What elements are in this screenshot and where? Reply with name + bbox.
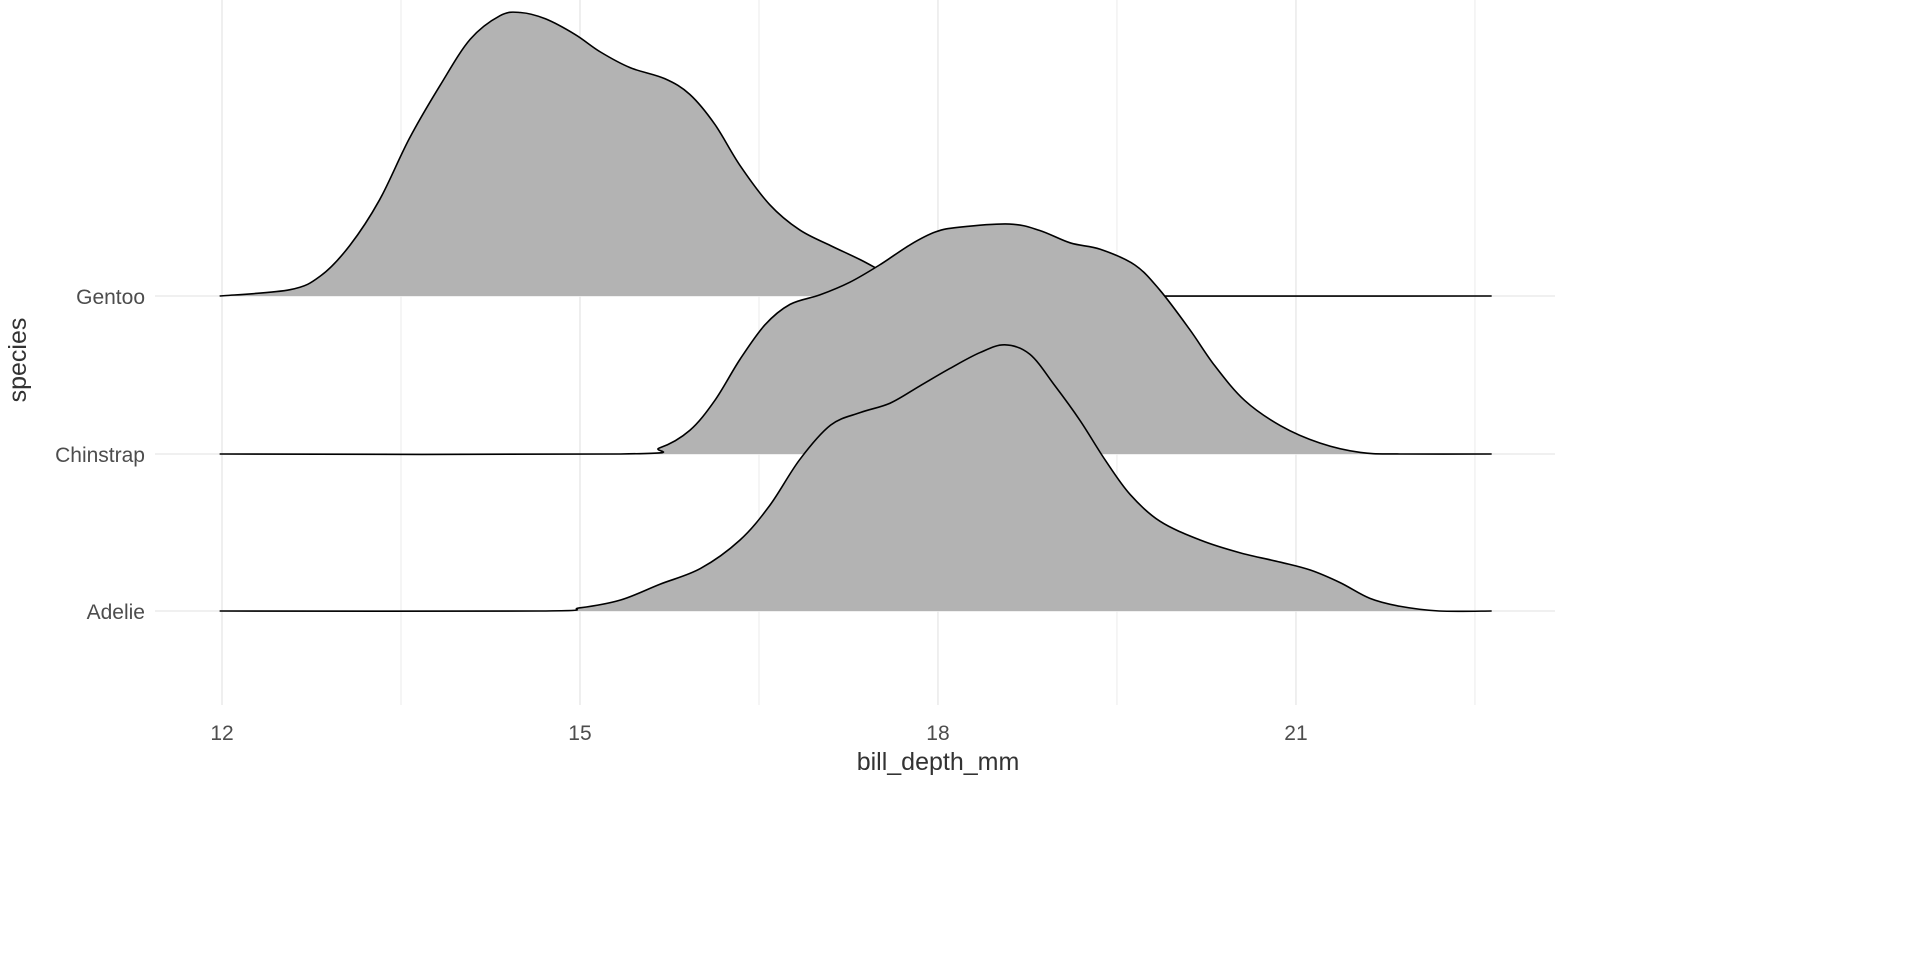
ridge-chinstrap (219, 223, 1492, 456)
x-tick-label: 12 (210, 722, 233, 745)
y-tick-label: Chinstrap (55, 444, 145, 467)
y-tick-label: Adelie (87, 601, 145, 624)
ridge-outline (219, 344, 1492, 613)
ridge-fill (219, 12, 1492, 297)
ridges (219, 11, 1492, 613)
ridge-fill (219, 344, 1492, 612)
y-axis-title: species (4, 318, 32, 403)
ridge-adelie (219, 344, 1492, 613)
x-tick-label: 18 (926, 722, 949, 745)
ridge-gentoo (219, 11, 1492, 297)
x-tick-labels: 12 15 18 21 (210, 722, 1307, 745)
ridge-outline (219, 223, 1492, 456)
x-tick-label: 21 (1284, 722, 1307, 745)
x-axis-title: bill_depth_mm (857, 748, 1020, 776)
ridge-fill (219, 223, 1492, 455)
x-tick-label: 15 (568, 722, 591, 745)
y-tick-label: Gentoo (76, 286, 145, 309)
y-tick-labels: Adelie Chinstrap Gentoo (55, 286, 145, 624)
